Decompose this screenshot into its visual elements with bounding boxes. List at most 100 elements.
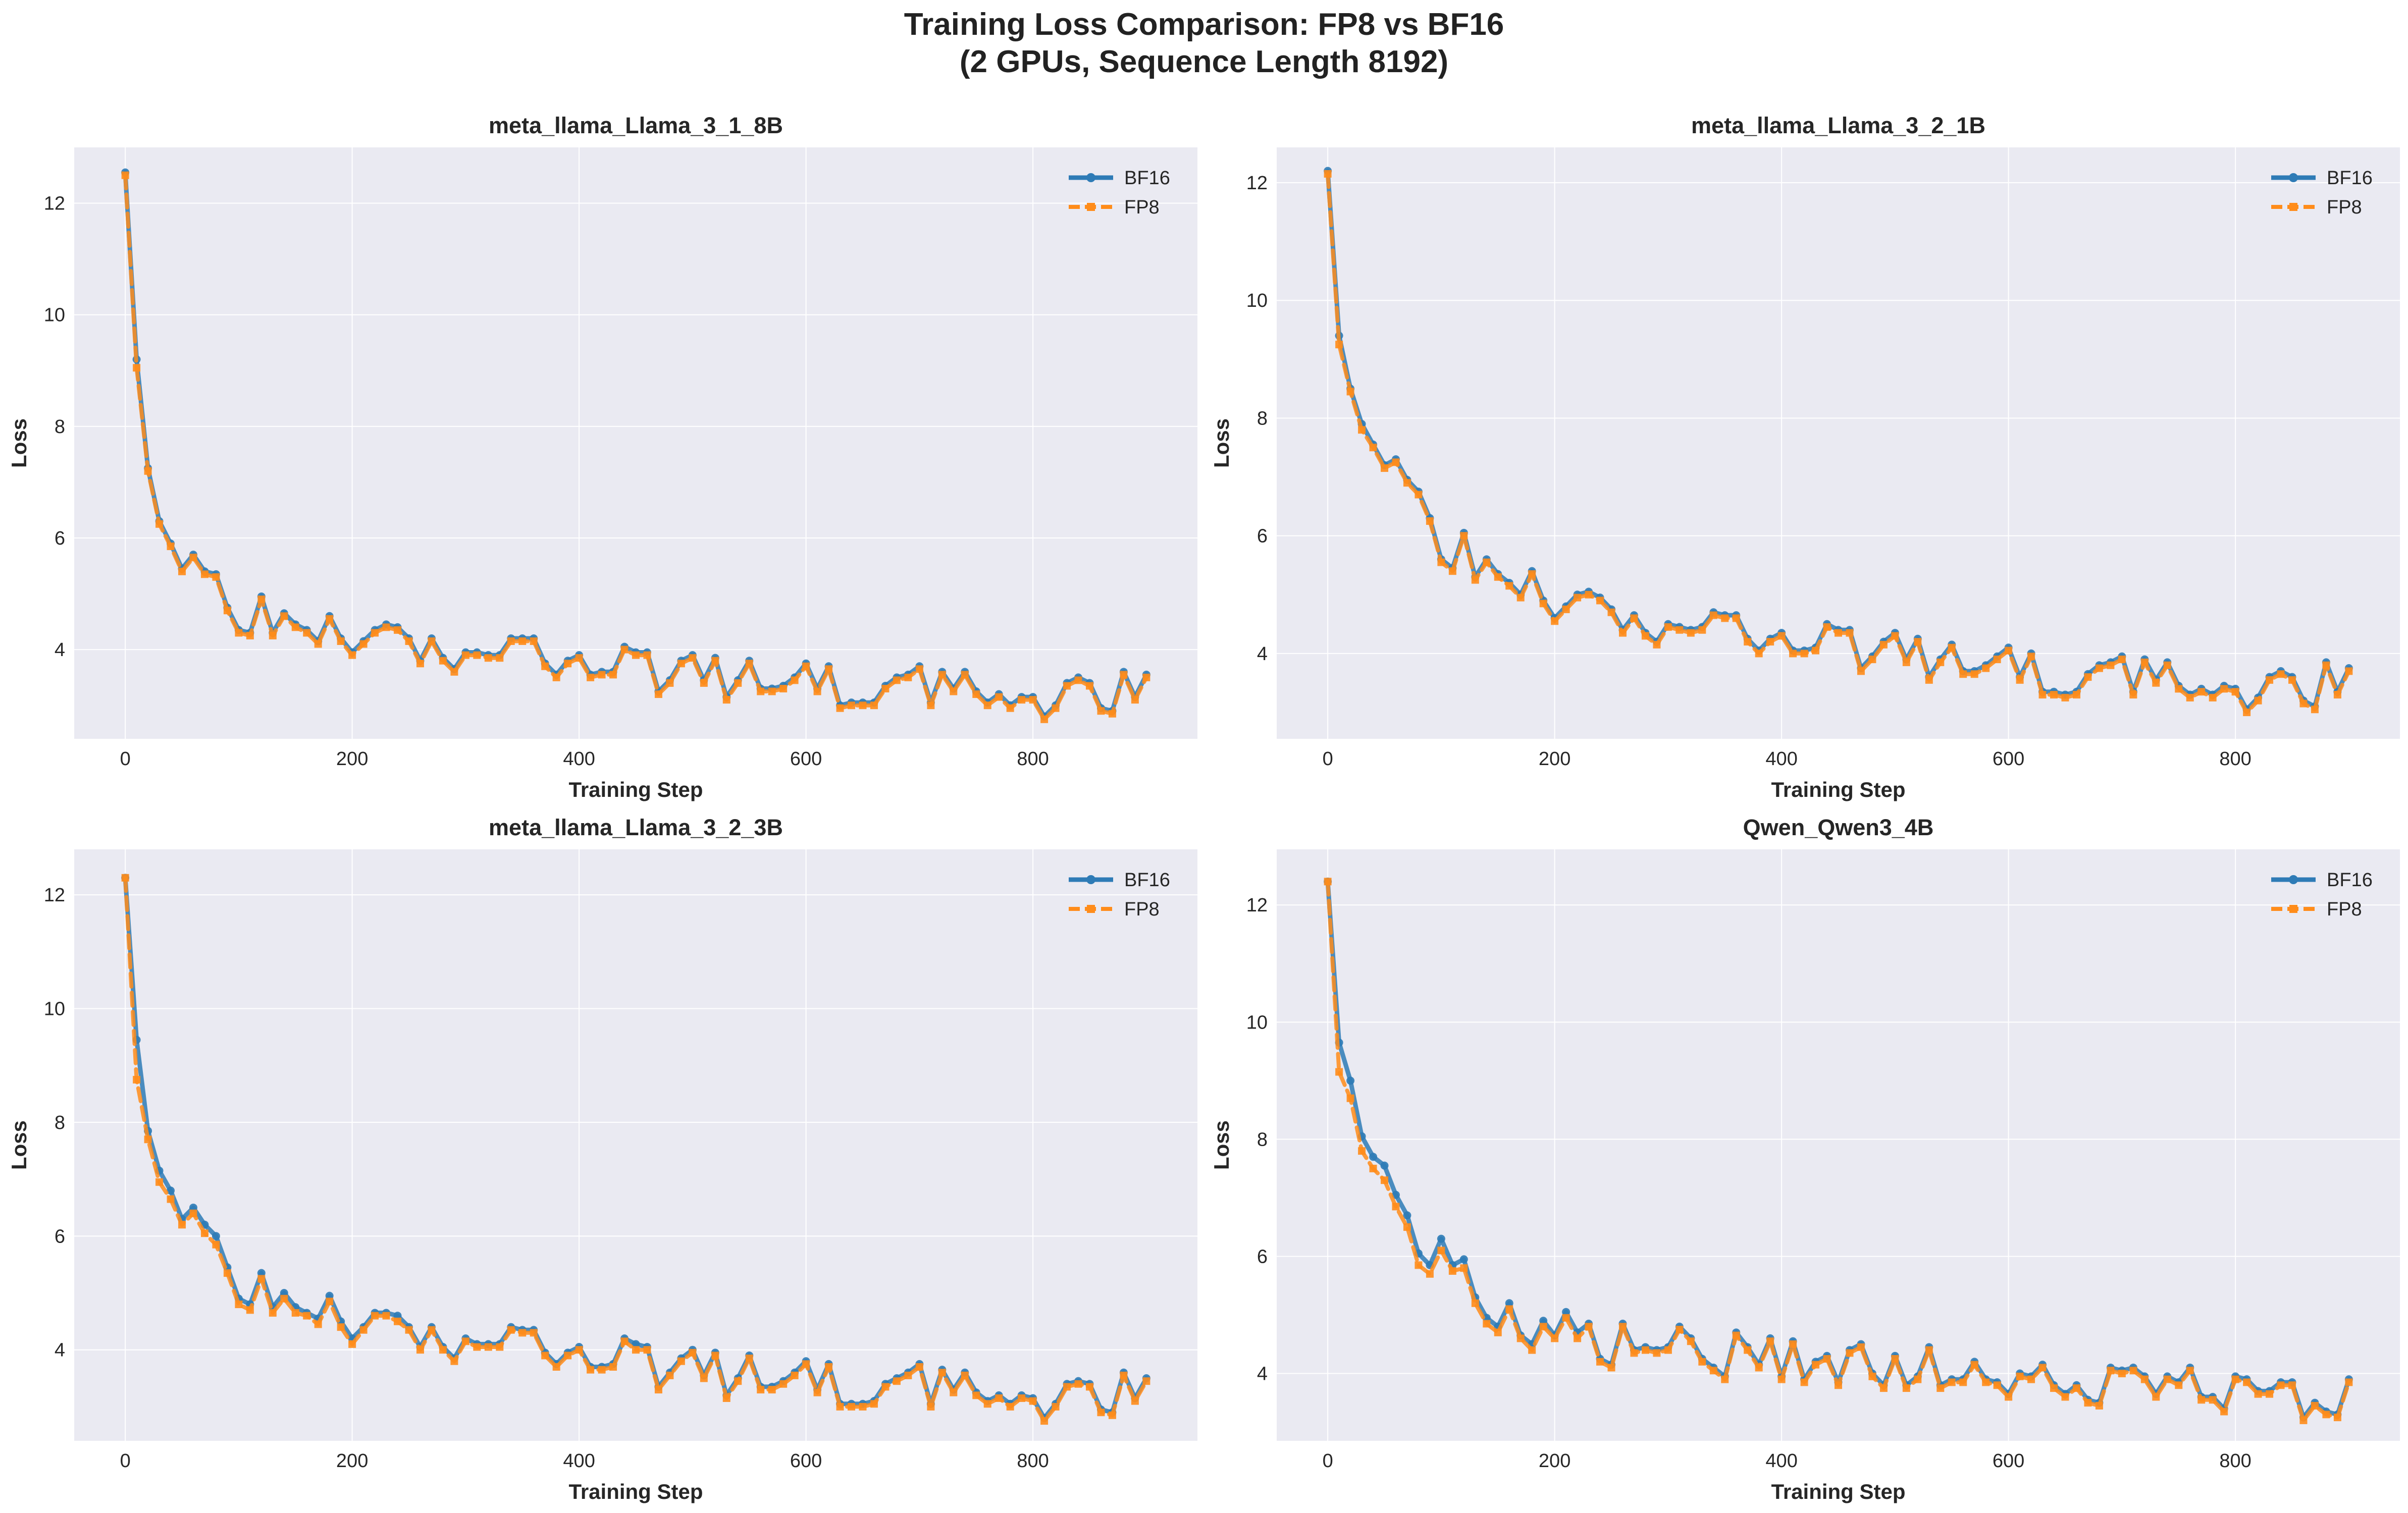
data-point-fp8 — [1006, 704, 1014, 712]
data-point-fp8 — [1835, 629, 1842, 637]
data-point-fp8 — [1029, 1397, 1037, 1405]
data-point-fp8 — [1596, 597, 1604, 605]
data-point-fp8 — [1857, 667, 1865, 675]
data-point-fp8 — [450, 1357, 458, 1365]
data-point-fp8 — [927, 701, 935, 710]
data-point-fp8 — [280, 1294, 288, 1303]
data-point-fp8 — [439, 1346, 447, 1354]
data-point-fp8 — [768, 1386, 776, 1394]
data-point-fp8 — [1879, 640, 1888, 649]
data-point-fp8 — [1641, 632, 1649, 640]
data-point-fp8 — [564, 1352, 572, 1360]
data-point-fp8 — [2254, 1390, 2262, 1398]
data-point-fp8 — [995, 1394, 1003, 1402]
data-point-fp8 — [643, 651, 651, 659]
y-tick-label: 8 — [1257, 408, 1268, 429]
data-point-fp8 — [1539, 600, 1547, 608]
data-point-fp8 — [212, 573, 220, 581]
data-point-fp8 — [2084, 1399, 2092, 1407]
data-point-bf16 — [1482, 1314, 1491, 1322]
data-point-fp8 — [2322, 661, 2330, 669]
data-point-fp8 — [484, 1343, 492, 1351]
data-point-fp8 — [2118, 1370, 2126, 1378]
x-axis-label: Training Step — [1771, 778, 1905, 801]
y-tick-label: 12 — [44, 885, 65, 906]
data-point-fp8 — [1698, 1358, 1706, 1366]
data-point-fp8 — [1574, 593, 1582, 602]
data-point-fp8 — [2072, 691, 2080, 699]
data-point-fp8 — [666, 679, 674, 687]
x-tick-label: 600 — [1993, 1450, 2024, 1472]
data-point-fp8 — [189, 1209, 197, 1217]
data-point-fp8 — [620, 1337, 629, 1345]
data-point-fp8 — [950, 1388, 958, 1396]
x-tick-label: 400 — [1765, 748, 1797, 770]
data-point-bf16 — [1562, 1308, 1571, 1316]
data-point-fp8 — [1131, 696, 1139, 704]
data-point-fp8 — [825, 665, 833, 673]
x-tick-label: 600 — [1993, 748, 2024, 770]
data-point-fp8 — [1108, 1411, 1116, 1419]
data-point-fp8 — [893, 676, 901, 684]
data-point-fp8 — [2209, 1396, 2217, 1404]
chart-title: meta_llama_Llama_3_1_8B — [489, 113, 783, 138]
data-point-fp8 — [1562, 605, 1570, 613]
data-point-fp8 — [1812, 1361, 1820, 1369]
data-point-fp8 — [371, 629, 379, 637]
data-point-fp8 — [450, 668, 458, 676]
data-point-fp8 — [1471, 1299, 1479, 1307]
data-point-fp8 — [1676, 626, 1684, 634]
data-point-fp8 — [2140, 1375, 2149, 1383]
data-point-fp8 — [552, 673, 560, 681]
data-point-fp8 — [530, 1329, 538, 1337]
data-point-fp8 — [1448, 567, 1456, 575]
data-point-fp8 — [1040, 1417, 1049, 1425]
data-point-fp8 — [326, 1298, 334, 1306]
data-point-bf16 — [1505, 1299, 1513, 1308]
x-tick-label: 600 — [790, 1450, 822, 1472]
data-point-fp8 — [1516, 1334, 1525, 1342]
data-point-fp8 — [802, 662, 810, 670]
data-point-fp8 — [1460, 532, 1468, 540]
data-point-fp8 — [1381, 464, 1389, 472]
data-point-fp8 — [1369, 444, 1377, 452]
data-point-fp8 — [757, 1386, 765, 1394]
data-point-fp8 — [1744, 638, 1752, 646]
data-point-fp8 — [1528, 1346, 1536, 1354]
data-point-fp8 — [1846, 629, 1854, 637]
data-point-fp8 — [1744, 1346, 1752, 1354]
data-point-fp8 — [428, 1326, 436, 1334]
data-point-fp8 — [1505, 582, 1513, 590]
data-point-fp8 — [303, 629, 311, 637]
data-point-fp8 — [1516, 593, 1525, 602]
data-point-bf16 — [212, 1232, 220, 1240]
data-point-fp8 — [269, 631, 277, 639]
data-point-fp8 — [904, 1371, 912, 1379]
y-tick-label: 4 — [1257, 1364, 1268, 1385]
data-point-fp8 — [235, 1301, 243, 1309]
data-point-fp8 — [2220, 1408, 2228, 1416]
data-point-fp8 — [280, 612, 288, 620]
data-point-fp8 — [473, 651, 481, 659]
plot-area — [1277, 147, 2400, 739]
data-point-fp8 — [314, 640, 322, 648]
data-point-fp8 — [1074, 1380, 1082, 1388]
data-point-fp8 — [223, 1269, 231, 1277]
data-point-fp8 — [2163, 1375, 2171, 1383]
data-point-fp8 — [711, 1352, 719, 1360]
data-point-fp8 — [1607, 608, 1615, 616]
data-point-fp8 — [1562, 1314, 1570, 1322]
data-point-fp8 — [1494, 1328, 1502, 1336]
chart-panel-3: 0 200 400 600 800 4 6 8 10 12 Training Step Loss met… — [7, 815, 1197, 1503]
data-point-fp8 — [1732, 614, 1740, 622]
y-axis-label: Loss — [1210, 418, 1233, 468]
data-point-fp8 — [1415, 491, 1423, 499]
data-point-fp8 — [779, 684, 788, 692]
data-point-fp8 — [938, 671, 946, 679]
data-point-fp8 — [1335, 341, 1343, 349]
data-point-fp8 — [1982, 664, 1990, 672]
data-point-fp8 — [1789, 1340, 1797, 1348]
data-point-fp8 — [2027, 653, 2035, 661]
data-point-fp8 — [1709, 611, 1717, 619]
data-point-fp8 — [416, 1346, 424, 1354]
